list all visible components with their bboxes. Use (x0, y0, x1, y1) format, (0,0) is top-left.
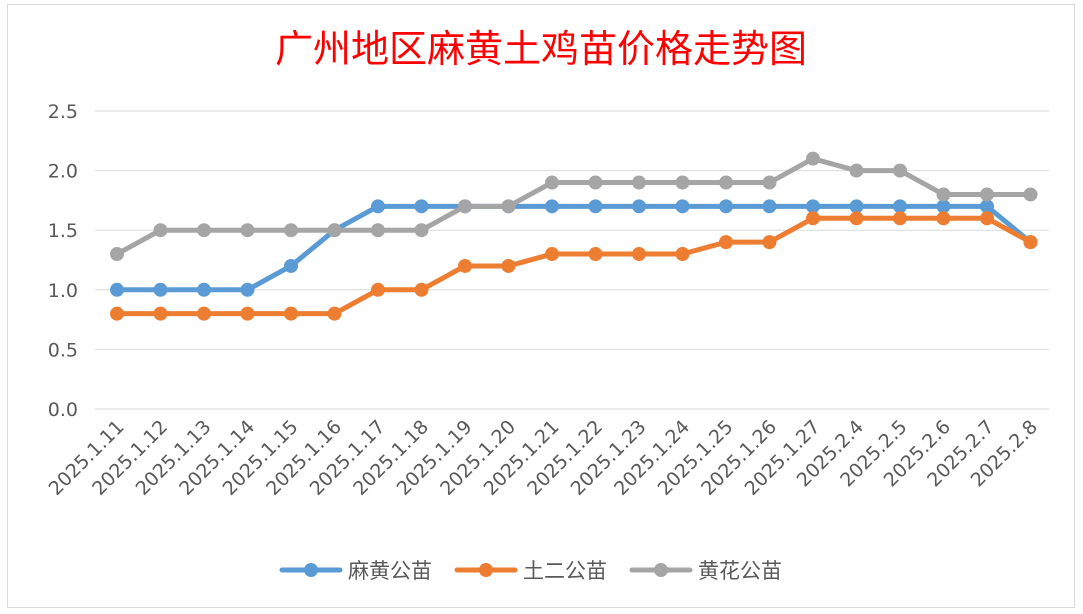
data-point (197, 306, 211, 321)
data-point (936, 211, 951, 226)
data-point (153, 306, 168, 321)
data-point (849, 163, 864, 178)
series-group (110, 151, 1038, 321)
data-point (458, 258, 472, 273)
data-point (719, 199, 733, 214)
data-point (197, 282, 211, 297)
data-point (588, 199, 603, 214)
data-point (936, 187, 951, 202)
data-point (545, 247, 559, 262)
y-tick-label: 2.5 (48, 101, 78, 123)
data-point (675, 247, 690, 262)
chart-title: 广州地区麻黄土鸡苗价格走势图 (275, 27, 807, 71)
data-point (284, 223, 298, 238)
data-point (110, 247, 124, 262)
legend: 麻黄公苗 土二公苗 黄花公苗 (279, 559, 782, 583)
data-point (936, 199, 951, 214)
data-point (806, 199, 820, 214)
data-point (501, 199, 516, 214)
data-point (849, 199, 864, 214)
data-point (240, 282, 255, 297)
data-point (632, 199, 646, 214)
legend-item: 土二公苗 (454, 559, 607, 583)
data-point (414, 282, 429, 297)
data-point (893, 199, 907, 214)
data-point (153, 282, 168, 297)
data-point (545, 175, 559, 190)
series-line (114, 215, 1033, 317)
data-point (414, 223, 429, 238)
data-point (240, 223, 255, 238)
data-point (458, 199, 472, 214)
legend-swatch-marker (304, 563, 318, 577)
y-tick-label: 0.5 (48, 339, 78, 361)
data-point (980, 199, 994, 214)
series-3 (110, 151, 1038, 262)
data-point (327, 223, 342, 238)
series-line (114, 203, 1033, 293)
legend-item: 黄花公苗 (629, 559, 782, 583)
data-point (632, 175, 646, 190)
data-point (588, 247, 603, 262)
data-point (806, 151, 820, 166)
data-point (1023, 235, 1038, 250)
data-point (153, 223, 168, 238)
data-point (1023, 187, 1038, 202)
data-point (893, 211, 907, 226)
data-point (284, 258, 298, 273)
data-point (762, 199, 777, 214)
data-point (762, 235, 777, 250)
gridlines (95, 110, 1049, 410)
data-point (371, 199, 385, 214)
data-point (197, 223, 211, 238)
data-point (762, 175, 777, 190)
series-2 (110, 211, 1038, 321)
data-point (371, 282, 385, 297)
y-tick-label: 0.0 (48, 399, 78, 421)
legend-item: 麻黄公苗 (279, 559, 432, 583)
data-point (545, 199, 559, 214)
data-point (675, 175, 690, 190)
data-point (719, 175, 733, 190)
data-point (719, 235, 733, 250)
legend-swatch-marker (654, 563, 668, 577)
legend-label: 黄花公苗 (698, 559, 782, 583)
data-point (675, 199, 690, 214)
y-axis-tick-labels: 0.0 0.5 1.0 1.5 2.0 2.5 (48, 101, 78, 421)
x-axis-tick-labels: 2025.1.112025.1.122025.1.132025.1.142025… (45, 416, 1042, 500)
data-point (980, 211, 994, 226)
chart-border (7, 4, 1075, 608)
data-point (240, 306, 255, 321)
data-point (501, 258, 516, 273)
data-point (284, 306, 298, 321)
series-line (114, 156, 1033, 257)
data-point (806, 211, 820, 226)
y-tick-label: 2.0 (48, 161, 78, 183)
data-point (371, 223, 385, 238)
legend-swatch-marker (479, 563, 493, 577)
data-point (327, 306, 342, 321)
data-point (414, 199, 429, 214)
data-point (893, 163, 907, 178)
data-point (588, 175, 603, 190)
data-point (110, 282, 124, 297)
y-tick-label: 1.0 (48, 280, 78, 302)
data-point (110, 306, 124, 321)
data-point (632, 247, 646, 262)
data-point (849, 211, 864, 226)
y-tick-label: 1.5 (48, 220, 78, 242)
legend-label: 土二公苗 (523, 559, 607, 583)
legend-label: 麻黄公苗 (348, 559, 432, 583)
data-point (980, 187, 994, 202)
